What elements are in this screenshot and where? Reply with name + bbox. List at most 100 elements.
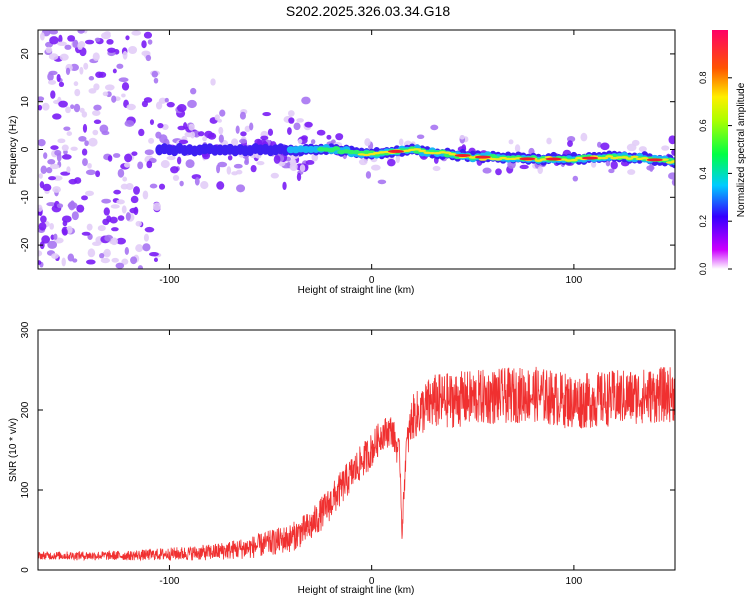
spectrogram-cell (151, 70, 159, 78)
spectrogram-cell (83, 62, 89, 70)
spectrogram-cell (38, 96, 45, 102)
x-tick-label: 0 (369, 576, 375, 587)
spectrogram-cell (135, 244, 144, 253)
spectrogram-cell (310, 139, 316, 145)
spectrogram-cell (117, 215, 125, 221)
spectrogram-cell (67, 253, 75, 262)
spectrogram-cell (123, 162, 131, 168)
spectrogram-cell (170, 166, 179, 174)
spectrogram-cell (297, 138, 303, 145)
spectrogram-cell (101, 198, 112, 204)
spectrogram-cell (256, 161, 265, 166)
spectrogram-cell (244, 156, 249, 164)
spectrogram-cell (81, 111, 88, 118)
spectrogram-cell (81, 231, 91, 236)
spectrogram-cell (432, 165, 441, 172)
spectrogram-cell (210, 78, 216, 86)
spectrogram-cell (88, 137, 98, 147)
spectrogram-ridge-cell (671, 160, 675, 163)
spectrogram-cell (124, 120, 135, 127)
spectrogram-cell (149, 183, 158, 189)
spectrogram-cell (48, 176, 57, 181)
spectrogram-cell (508, 139, 514, 145)
spectrogram-cell (92, 129, 99, 136)
spectrogram-cell (316, 129, 326, 136)
y-tick-label: 300 (20, 321, 31, 338)
spectrogram-cell (111, 257, 119, 263)
spectrogram-cell (200, 181, 209, 190)
spectrogram-cell (47, 240, 58, 249)
spectrogram-cell (104, 84, 115, 91)
x-tick-label: -100 (159, 576, 179, 587)
spectrogram-cell (121, 258, 129, 265)
spectrogram-ridge-cell (418, 149, 427, 153)
spectrogram-ylabel: Frequency (Hz) (8, 116, 19, 185)
spectrogram-cell (77, 42, 83, 50)
spectrogram-ridge-cell (478, 158, 487, 161)
spectrogram-cell (66, 225, 73, 234)
spectrogram-ridge-cell (620, 156, 629, 159)
colorbar-ticks: 0.0 0.2 0.4 0.6 0.8 (698, 72, 732, 275)
x-tick-label: -100 (159, 275, 179, 286)
spectrogram-cell (49, 36, 59, 45)
spectrogram-cell (235, 169, 243, 175)
spectrogram-cell (141, 40, 147, 49)
spectrogram-cell (40, 32, 45, 41)
spectrogram-peak (545, 157, 562, 161)
colorbar-tick-label: 0.6 (698, 119, 708, 132)
spectrogram-cell (49, 223, 55, 230)
spectrogram-cell (131, 30, 142, 36)
spectrogram-cell (144, 149, 154, 156)
spectrogram-cell (48, 53, 59, 60)
spectrogram-cell (49, 163, 60, 170)
y-tick-label: 0 (20, 146, 31, 152)
spectrogram-cell (47, 79, 57, 85)
spectrogram-cell (95, 170, 101, 178)
spectrogram-cell (84, 140, 89, 147)
spectrogram-cell (124, 153, 133, 163)
spectrogram-ridge-cell (605, 155, 614, 158)
spectrogram-cell (78, 136, 87, 142)
spectrogram-cell (287, 110, 295, 117)
spectrogram-cell (572, 175, 579, 182)
spectrogram-cell (239, 138, 248, 144)
spectrogram-cell (482, 167, 492, 174)
spectrogram-cell (102, 218, 110, 226)
spectrogram-cell (386, 158, 396, 167)
spectrogram-cell (395, 154, 401, 164)
spectrogram-cell (42, 183, 52, 192)
spectrogram-cell (65, 67, 71, 76)
spectrogram-cell (92, 241, 102, 247)
y-tick-label: 10 (20, 96, 31, 108)
colorbar-gradient (712, 30, 728, 269)
colorbar-label: Normalized spectral amplitude (736, 82, 747, 217)
spectrogram-cell (102, 91, 109, 97)
spectrogram-cell (51, 253, 59, 260)
spectrogram-cell (153, 257, 158, 262)
spectrogram-cell (107, 155, 113, 162)
spectrogram-cell (216, 181, 225, 190)
spectrogram-cell (671, 148, 675, 156)
spectrogram-cell (56, 203, 64, 209)
spectrogram-cell (207, 132, 217, 140)
spectrogram-cell (38, 173, 43, 179)
spectrogram-cell (260, 135, 269, 141)
y-tick-label: -10 (20, 190, 31, 205)
spectrogram-cell (218, 134, 224, 143)
spectrogram-cell (164, 97, 169, 103)
spectrogram-cell (305, 159, 315, 165)
y-tick-label: 20 (20, 48, 31, 60)
spectrogram-cell (273, 154, 281, 164)
spectrogram-cell (64, 44, 72, 50)
spectrogram-cell (270, 172, 279, 179)
spectrogram-cell (218, 126, 224, 135)
spectrogram-cell (226, 166, 232, 175)
spectrogram-cell (157, 122, 164, 129)
spectrogram-cell (668, 135, 675, 145)
spectrogram-cell (668, 172, 675, 180)
spectrogram-cell (81, 148, 88, 156)
spectrogram-cell (158, 183, 166, 190)
spectrogram-cell (160, 160, 170, 169)
spectrogram-cell (52, 186, 61, 193)
